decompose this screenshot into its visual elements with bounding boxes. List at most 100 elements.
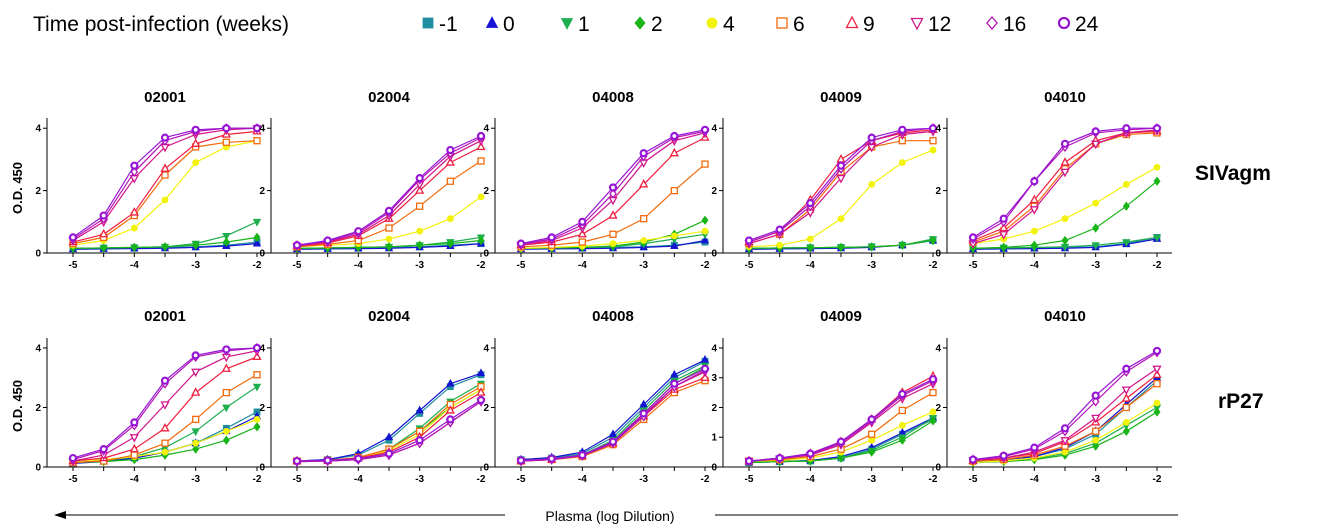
legend-item: 9 bbox=[845, 13, 875, 36]
point-24 bbox=[1030, 177, 1039, 186]
point-1 bbox=[222, 232, 231, 241]
point-4 bbox=[868, 436, 876, 444]
point-0 bbox=[608, 429, 618, 438]
x-tick-label: -5 bbox=[293, 260, 302, 271]
point-24 bbox=[516, 456, 526, 465]
legend-item: 12 bbox=[910, 13, 951, 36]
panel-title: 02001 bbox=[144, 308, 186, 325]
legend-marker-24 bbox=[1057, 16, 1071, 30]
x-tick-label: -3 bbox=[415, 474, 424, 485]
series-line-6 bbox=[72, 140, 258, 245]
panel: 04008 0 2 4 -5 -4 -3 -2 bbox=[483, 89, 720, 271]
point-24 bbox=[928, 124, 938, 133]
point-4 bbox=[929, 408, 937, 416]
point-24 bbox=[836, 161, 846, 170]
legend-item: 2 bbox=[634, 13, 663, 36]
point-2 bbox=[898, 435, 906, 445]
x-tick-label: -5 bbox=[517, 260, 526, 271]
point-4 bbox=[1153, 163, 1161, 171]
y-tick-label: 0 bbox=[483, 463, 489, 474]
legend-title: Time post-infection (weeks) bbox=[33, 13, 289, 36]
legend-label: 12 bbox=[928, 13, 951, 36]
point-12 bbox=[1060, 168, 1070, 178]
x-tick-label: -3 bbox=[1091, 260, 1100, 271]
point-4 bbox=[161, 196, 169, 204]
series-line-12 bbox=[748, 130, 934, 245]
point-2 bbox=[701, 215, 709, 225]
point-9 bbox=[160, 422, 170, 432]
point-24 bbox=[476, 395, 486, 405]
x-tick-label: -2 bbox=[477, 474, 486, 485]
point-24 bbox=[547, 454, 556, 463]
point-4 bbox=[701, 227, 709, 235]
point-24 bbox=[547, 233, 556, 242]
point-0 bbox=[700, 355, 710, 363]
y-tick-label: 4 bbox=[259, 343, 265, 354]
y-tick-label: 0 bbox=[35, 249, 41, 260]
point-6 bbox=[416, 202, 424, 210]
y-axis-title: O.D. 450 bbox=[10, 380, 25, 432]
point-6 bbox=[130, 451, 138, 459]
point-4 bbox=[1061, 215, 1069, 223]
point-24 bbox=[292, 241, 302, 250]
point-9 bbox=[129, 207, 139, 216]
row-SIVagm: 02001 0 2 4 -5 -4 -3 -2 02004 0 2 4 -5 -4 -3 -2 04008 0 2 4… bbox=[35, 89, 1172, 271]
point-4 bbox=[222, 427, 230, 435]
x-tick-label: -5 bbox=[69, 260, 78, 271]
panel: 02001 0 2 4 -5 -4 -3 -2 bbox=[35, 308, 272, 485]
series-line-6 bbox=[296, 160, 482, 248]
legend-marker-1 bbox=[560, 18, 574, 30]
point-4 bbox=[130, 224, 138, 232]
point-2 bbox=[898, 240, 906, 250]
point-6 bbox=[192, 415, 200, 424]
point-24 bbox=[160, 376, 170, 385]
point-24 bbox=[898, 389, 907, 399]
x-arrow-head bbox=[54, 511, 66, 519]
point-4 bbox=[1153, 399, 1161, 407]
point-2 bbox=[1153, 176, 1161, 186]
point-0 bbox=[446, 378, 455, 387]
point-12 bbox=[129, 434, 139, 443]
legend-marker-0 bbox=[485, 16, 499, 28]
x-tick-label: -3 bbox=[191, 474, 200, 485]
panel: 02004 0 2 4 -5 -4 -3 -2 bbox=[259, 308, 496, 485]
point-9 bbox=[415, 185, 425, 194]
point-24 bbox=[160, 133, 170, 142]
panel-title: 04008 bbox=[592, 308, 634, 325]
point-4 bbox=[1092, 436, 1100, 444]
point-24 bbox=[700, 364, 710, 373]
panel-title: 02004 bbox=[368, 89, 410, 106]
point-24 bbox=[700, 125, 710, 134]
x-tick-label: -4 bbox=[354, 260, 363, 271]
point-6 bbox=[222, 388, 230, 397]
point-24 bbox=[1060, 139, 1070, 148]
point-24 bbox=[1152, 346, 1162, 356]
y-tick-label: 4 bbox=[35, 124, 41, 135]
legend-item: 24 bbox=[1057, 13, 1099, 36]
y-tick-label: 4 bbox=[483, 343, 489, 354]
point-2 bbox=[929, 235, 937, 246]
point-24 bbox=[999, 451, 1008, 460]
point-4 bbox=[776, 241, 784, 249]
point-4 bbox=[1061, 448, 1069, 456]
y-tick-label: 2 bbox=[483, 186, 489, 197]
point-2 bbox=[1153, 407, 1161, 417]
point-9 bbox=[221, 363, 231, 372]
point-24 bbox=[578, 450, 587, 460]
point-24 bbox=[1091, 391, 1100, 400]
legend-marker-9 bbox=[845, 15, 859, 29]
panel-title: 04010 bbox=[1044, 89, 1086, 106]
point-4 bbox=[640, 237, 648, 244]
y-tick-label: 1 bbox=[711, 433, 717, 444]
legend-label: -1 bbox=[439, 13, 458, 36]
labels: O.D. 450 O.D. 450 SIVagm rP27 Plasma (log Di… bbox=[10, 162, 1271, 526]
point-1 bbox=[191, 428, 200, 437]
legend-label: 0 bbox=[503, 13, 515, 36]
x-tick-label: -4 bbox=[806, 474, 815, 485]
point-9 bbox=[577, 228, 587, 238]
x-tick-label: -3 bbox=[639, 260, 648, 271]
point-24 bbox=[806, 198, 815, 208]
point-24 bbox=[354, 454, 363, 463]
point-4 bbox=[385, 235, 393, 243]
x-tick-label: -2 bbox=[1153, 474, 1162, 485]
